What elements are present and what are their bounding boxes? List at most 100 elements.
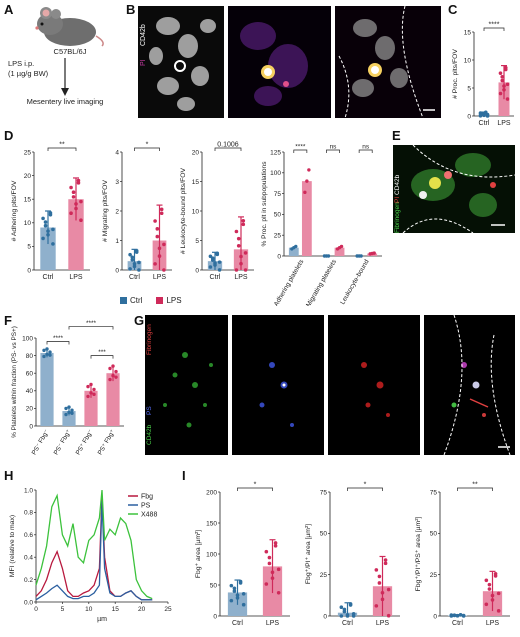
data-point [45,352,49,356]
data-point [162,242,166,247]
x-tick-label: LPS [234,274,248,281]
y-tick-label: 0.4 [24,555,33,562]
data-point [498,71,503,75]
data-point [70,411,74,415]
series-line-x488 [35,489,153,600]
data-point [339,614,344,618]
data-point [48,350,52,354]
data-point [345,614,350,618]
data-point [46,232,50,237]
channel-label-cd42b-g: CD42b [146,424,153,445]
data-point [51,242,55,246]
data-point [134,250,139,254]
data-point [273,541,278,545]
legend-label-lps: LPS [166,296,182,305]
legend-label-fbg: Fbg [141,494,153,501]
x-tick-label: Ctrl [232,620,243,627]
y-axis-label: # Adhering plts/FOV [11,180,18,241]
data-point [114,375,118,379]
significance-bracket [214,147,242,151]
significance-label: **** [53,335,64,342]
x-tick-label: PS⁻ Fbg⁻ [31,429,51,457]
y-axis-label: MFI (relative to max) [9,515,16,577]
data-point [505,82,510,87]
significance-label: 0.1006 [217,142,239,149]
data-point [380,590,385,595]
x-tick-label: Leukocyte-bound [339,258,371,306]
data-point [157,246,162,251]
legend-label-ctrl: Ctrl [130,296,143,305]
y-tick-label: 50 [320,531,328,538]
panel-letter-h: H [4,468,14,483]
data-point [229,583,234,588]
data-point [500,75,505,79]
data-point [505,97,510,101]
y-tick-label: 100 [206,551,217,558]
bar-lps [334,247,345,256]
data-point [229,598,234,603]
y-axis-label: % Platelets within fraction (PS- vs PS+) [11,326,18,438]
y-axis-label: # Migrating plts/FOV [102,180,109,242]
y-tick-label: 0 [467,113,471,120]
y-tick-label: 0 [115,267,119,274]
mouse-illustration [35,7,104,47]
significance-label: * [146,142,149,149]
data-point [482,113,486,118]
x-tick-label: LPS [153,274,167,281]
y-tick-label: 200 [206,489,217,496]
significance-bracket [326,149,340,153]
panel-letter-b: B [126,2,136,17]
y-tick-label: 4 [115,149,119,156]
panel-letter-e: E [392,128,401,143]
data-point [236,236,241,241]
data-point [128,267,132,271]
significance-bracket [457,487,493,491]
chart-d-migrating: 0 1 2 3 4 # Migrating plts/FOV Ctrl LPS * [102,142,172,281]
micrograph-g-cd42b: CD42b PS Fibrinogen [145,315,228,455]
data-point [241,222,246,227]
x-tick-label: 10 [85,606,93,613]
data-point [79,218,83,223]
x-tick-label: Ctrl [129,274,140,281]
y-tick-label: 0.6 [24,532,33,539]
legend-label-x488: X488 [141,512,157,519]
panel-letter-c: C [448,2,458,17]
significance-label: * [254,482,257,489]
data-point [455,614,460,618]
y-tick-label: 50 [210,582,218,589]
data-point [232,586,237,591]
significance-bracket [358,149,373,153]
data-point [294,244,298,249]
data-point [130,255,135,260]
channel-label-cd42b-e: CD42b [394,174,401,195]
data-point [70,408,74,412]
strain-label: C57BL/6J [53,47,87,56]
data-point [76,181,81,185]
y-tick-label: 50 [430,531,438,538]
data-point [235,593,240,597]
y-tick-label: 5 [27,244,31,251]
data-point [498,91,503,96]
x-tick-label: 0 [34,606,38,613]
data-point [79,199,83,204]
data-point [267,555,272,560]
bar [84,390,98,426]
data-point [137,268,141,272]
data-point [487,587,492,591]
y-tick-label: 0 [277,253,281,260]
y-tick-label: 1 [115,238,119,245]
x-tick-label: 25 [164,606,172,613]
data-point [264,582,269,586]
chart-d-adhering: 0 5 10 15 20 25 # Adhering plts/FOV Ctrl LPS ** [11,142,90,281]
y-tick-label: 20 [26,406,34,413]
panel-letter-d: D [4,128,14,143]
data-point [162,268,166,272]
legend-swatch-lps [156,297,164,304]
data-point [215,252,220,257]
data-point [461,613,466,618]
y-tick-label: 10 [192,208,200,215]
x-tick-label: 20 [138,606,146,613]
data-point [241,592,246,596]
dose-label: (1 µg/g BW) [8,69,49,78]
data-point [458,613,463,617]
